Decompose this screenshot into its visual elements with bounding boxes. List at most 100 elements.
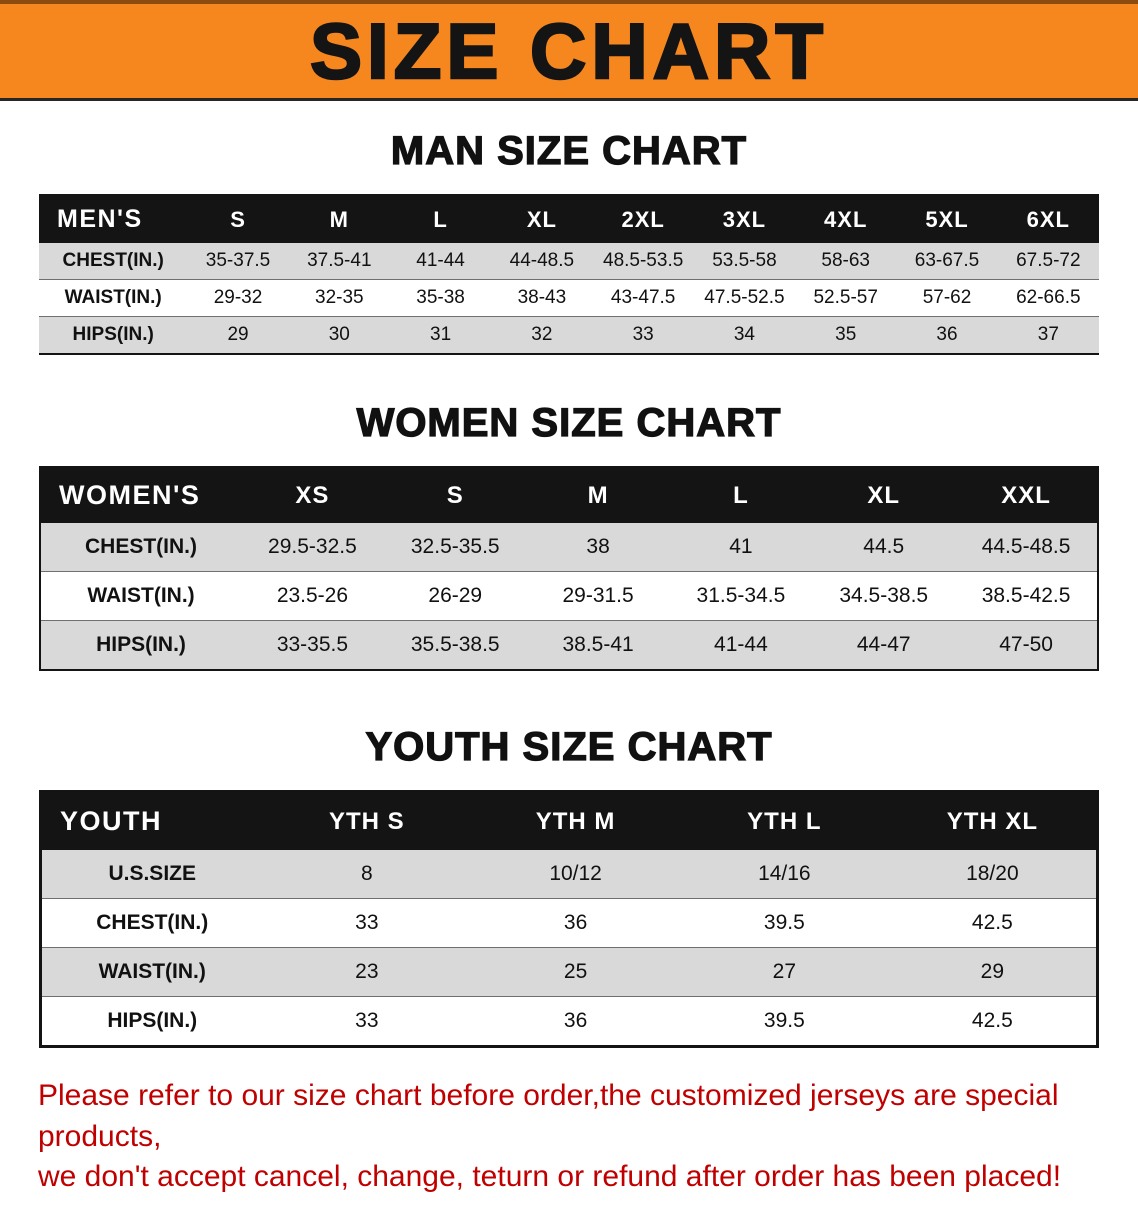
men-row-label-hips-in: HIPS(IN.) <box>72 324 154 345</box>
women-size-col-xxl: XXL <box>955 467 1098 523</box>
size-cell: 52.5-57 <box>813 287 878 308</box>
size-cell: 18/20 <box>966 862 1019 885</box>
size-cell: 29 <box>980 960 1005 983</box>
men-size-table: MEN'S S M L XL 2XL 3XL 4XL 5XL 6XL CHEST(IN.) 35-37… <box>39 194 1099 355</box>
size-cell: 47-50 <box>999 633 1053 656</box>
size-cell: 42.5 <box>971 911 1013 934</box>
table-row: WAIST(IN.) 23 25 27 29 <box>40 947 1098 997</box>
youth-row-label-u-s-size: U.S.SIZE <box>108 862 196 885</box>
size-cell: 36 <box>563 1009 588 1032</box>
men-size-col-5xl: 5XL <box>896 195 998 243</box>
women-row-label-hips-in: HIPS(IN.) <box>96 633 186 656</box>
size-cell: 53.5-58 <box>712 250 777 271</box>
men-size-col-m: M <box>288 195 390 243</box>
size-cell: 32-35 <box>315 287 364 308</box>
men-row-label-waist-in: WAIST(IN.) <box>64 287 162 308</box>
youth-size-col-yth-l: YTH L <box>679 791 889 850</box>
section-women: WOMEN SIZE CHART WOMEN'S XS S M L XL XXL CHEST(I… <box>0 355 1138 671</box>
size-cell: 44-47 <box>856 633 911 656</box>
banner-title: SIZE CHART <box>309 7 828 95</box>
size-cell: 44.5 <box>863 535 905 558</box>
youth-row-label-chest-in: CHEST(IN.) <box>96 911 209 934</box>
size-cell: 63-67.5 <box>914 250 980 271</box>
size-cell: 34.5-38.5 <box>839 584 929 607</box>
youth-row-label-waist-in: WAIST(IN.) <box>98 960 206 983</box>
women-size-col-xs: XS <box>241 467 384 523</box>
women-row-label-waist-in: WAIST(IN.) <box>87 584 195 607</box>
table-row: CHEST(IN.) 33 36 39.5 42.5 <box>40 899 1098 948</box>
women-size-col-m: M <box>526 467 670 523</box>
size-cell: 26-29 <box>428 584 483 607</box>
size-cell: 34 <box>733 324 755 345</box>
size-cell: 10/12 <box>549 862 602 885</box>
table-row: HIPS(IN.) 33-35.5 35.5-38.5 38.5-41 41-44 44-… <box>40 620 1098 670</box>
size-cell: 35-38 <box>416 287 465 308</box>
table-row: HIPS(IN.) 29 30 31 32 33 34 35 36 37 <box>39 316 1099 354</box>
size-cell: 67.5-72 <box>1016 250 1081 271</box>
women-row-label-chest-in: CHEST(IN.) <box>85 535 197 558</box>
men-size-col-3xl: 3XL <box>693 195 796 243</box>
table-row: WAIST(IN.) 29-32 32-35 35-38 38-43 43-47.5 47.… <box>39 280 1099 317</box>
women-header-row: WOMEN'S XS S M L XL XXL <box>40 467 1098 523</box>
size-cell: 29 <box>227 324 249 345</box>
size-cell: 33 <box>355 1009 379 1032</box>
size-cell: 44.5-48.5 <box>981 535 1071 558</box>
table-row: HIPS(IN.) 33 36 39.5 42.5 <box>40 997 1098 1047</box>
men-size-col-l: L <box>389 195 492 243</box>
youth-size-table: YOUTH YTH S YTH M YTH L YTH XL U.S.SIZE 8 10/12… <box>39 790 1099 1048</box>
table-row: CHEST(IN.) 29.5-32.5 32.5-35.5 38 41 44.5 44.5… <box>40 523 1098 572</box>
size-cell: 14/16 <box>758 862 811 885</box>
youth-size-col-yth-xl: YTH XL <box>888 791 1098 850</box>
size-cell: 29.5-32.5 <box>268 535 357 558</box>
size-cell: 39.5 <box>763 911 805 934</box>
men-size-col-4xl: 4XL <box>795 195 897 243</box>
women-size-col-l: L <box>669 467 813 523</box>
table-row: U.S.SIZE 8 10/12 14/16 18/20 <box>40 850 1098 899</box>
youth-row-label-hips-in: HIPS(IN.) <box>107 1009 198 1032</box>
size-cell: 62-66.5 <box>1016 287 1081 308</box>
size-cell: 33 <box>355 911 379 934</box>
size-cell: 41 <box>729 535 753 558</box>
youth-size-col-yth-s: YTH S <box>262 791 472 850</box>
men-size-col-2xl: 2XL <box>592 195 694 243</box>
men-header-row: MEN'S S M L XL 2XL 3XL 4XL 5XL 6XL <box>39 195 1099 243</box>
men-row-label-chest-in: CHEST(IN.) <box>62 250 164 271</box>
size-cell: 41-44 <box>416 250 465 271</box>
size-cell: 38.5-42.5 <box>981 584 1071 607</box>
size-cell: 57-62 <box>922 287 972 308</box>
banner: SIZE CHART <box>0 0 1138 101</box>
size-cell: 58-63 <box>821 250 871 271</box>
size-cell: 29-31.5 <box>562 584 634 607</box>
size-cell: 31.5-34.5 <box>696 584 786 607</box>
size-cell: 37 <box>1037 324 1059 345</box>
size-cell: 38-43 <box>517 287 567 308</box>
size-cell: 32.5-35.5 <box>410 535 500 558</box>
size-cell: 35-37.5 <box>205 250 271 271</box>
size-cell: 38 <box>586 535 610 558</box>
women-size-col-s: S <box>383 467 527 523</box>
size-cell: 36 <box>563 911 588 934</box>
size-cell: 23.5-26 <box>276 584 349 607</box>
youth-header-row: YOUTH YTH S YTH M YTH L YTH XL <box>40 791 1098 850</box>
size-cell: 35.5-38.5 <box>410 633 500 656</box>
women-size-table: WOMEN'S XS S M L XL XXL CHEST(IN.) 29.5-32.5 32.5… <box>39 466 1099 671</box>
size-cell: 23 <box>355 960 379 983</box>
size-cell: 43-47.5 <box>610 287 676 308</box>
men-size-col-s: S <box>187 195 289 243</box>
size-cell: 33 <box>632 324 654 345</box>
youth-table-title: YOUTH <box>40 791 263 850</box>
table-row: CHEST(IN.) 35-37.5 37.5-41 41-44 44-48.5 48.5… <box>39 243 1099 280</box>
section-men: MAN SIZE CHART MEN'S S M L XL 2XL 3XL 4XL 5XL 6XL C… <box>0 101 1138 355</box>
table-row: WAIST(IN.) 23.5-26 26-29 29-31.5 31.5-34.5 34… <box>40 572 1098 621</box>
size-cell: 42.5 <box>971 1009 1013 1032</box>
size-cell: 31 <box>430 324 452 345</box>
size-cell: 36 <box>936 324 958 345</box>
youth-size-col-yth-m: YTH M <box>471 791 680 850</box>
size-cell: 33-35.5 <box>276 633 349 656</box>
size-cell: 39.5 <box>763 1009 805 1032</box>
size-cell: 25 <box>563 960 588 983</box>
youth-section-heading: YOUTH SIZE CHART <box>365 724 773 769</box>
size-cell: 32 <box>531 324 553 345</box>
men-table-title: MEN'S <box>39 195 188 243</box>
charts-container: MAN SIZE CHART MEN'S S M L XL 2XL 3XL 4XL 5XL 6XL C… <box>0 101 1138 1048</box>
